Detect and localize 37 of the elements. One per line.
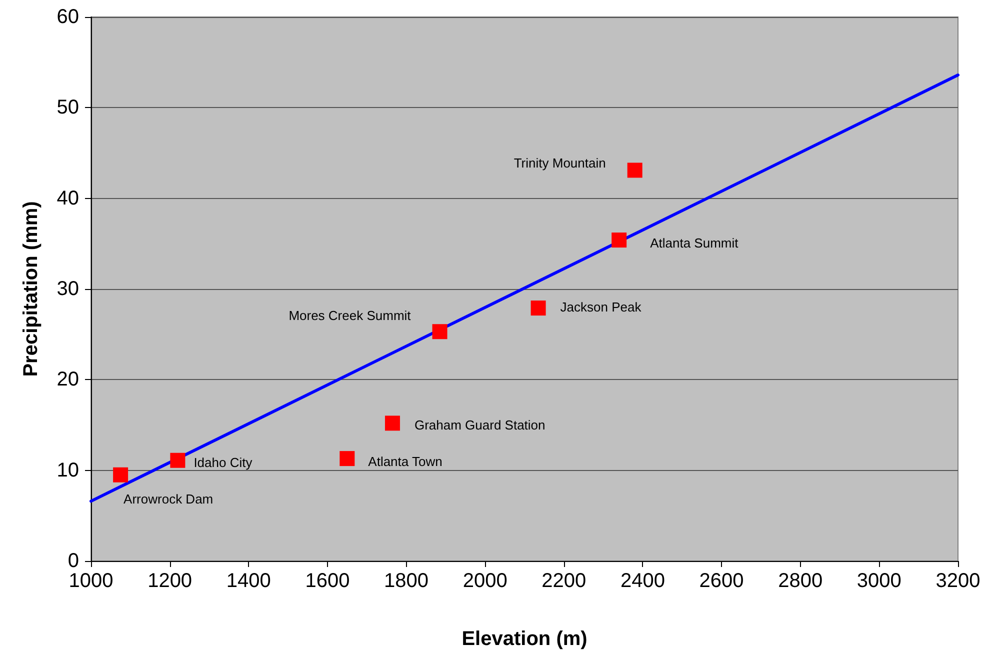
point	[432, 324, 448, 340]
y-tick-label: 40	[56, 187, 79, 210]
annotation: Jackson Peak	[560, 300, 642, 315]
point	[627, 162, 642, 178]
y-tick-label: 60	[56, 6, 79, 28]
annotation: Atlanta Town	[368, 454, 442, 470]
annotation: Arrowrock Dam	[124, 491, 214, 506]
annotation: Trinity Mountain	[514, 156, 606, 171]
point	[530, 300, 546, 316]
point	[384, 416, 400, 431]
y-tick-label: 50	[56, 96, 79, 119]
x-tick-label: 3000	[856, 570, 902, 592]
x-axis-title: Elevation (m)	[462, 628, 588, 650]
annotation: Idaho City	[194, 454, 253, 470]
annotation: Mores Creek Summit	[288, 308, 412, 324]
x-tick-label: 1000	[68, 570, 114, 592]
point	[340, 451, 355, 466]
x-tick-label: 2200	[542, 570, 586, 592]
x-tick-label: 3200	[936, 570, 980, 592]
annotation: Atlanta Summit	[650, 236, 739, 251]
y-tick-label: 30	[56, 278, 79, 300]
y-axis-title: Precipitation (mm)	[20, 201, 42, 377]
x-tick-label: 1400	[226, 570, 271, 592]
x-tick-label: 1600	[305, 570, 350, 592]
point	[612, 232, 627, 248]
x-tick-label: 2600	[699, 570, 744, 592]
point	[113, 467, 128, 482]
point	[170, 452, 186, 468]
y-tick-label: 10	[56, 459, 79, 482]
x-tick-label: 2400	[620, 570, 665, 592]
x-tick-label: 2000	[462, 570, 508, 592]
x-tick-label: 1800	[384, 570, 429, 592]
annotation: Graham Guard Station	[414, 418, 546, 433]
x-tick-label: 1200	[148, 570, 192, 592]
x-tick-label: 2800	[778, 570, 823, 592]
y-tick-label: 20	[56, 368, 79, 391]
y-tick-label: 0	[68, 550, 79, 572]
